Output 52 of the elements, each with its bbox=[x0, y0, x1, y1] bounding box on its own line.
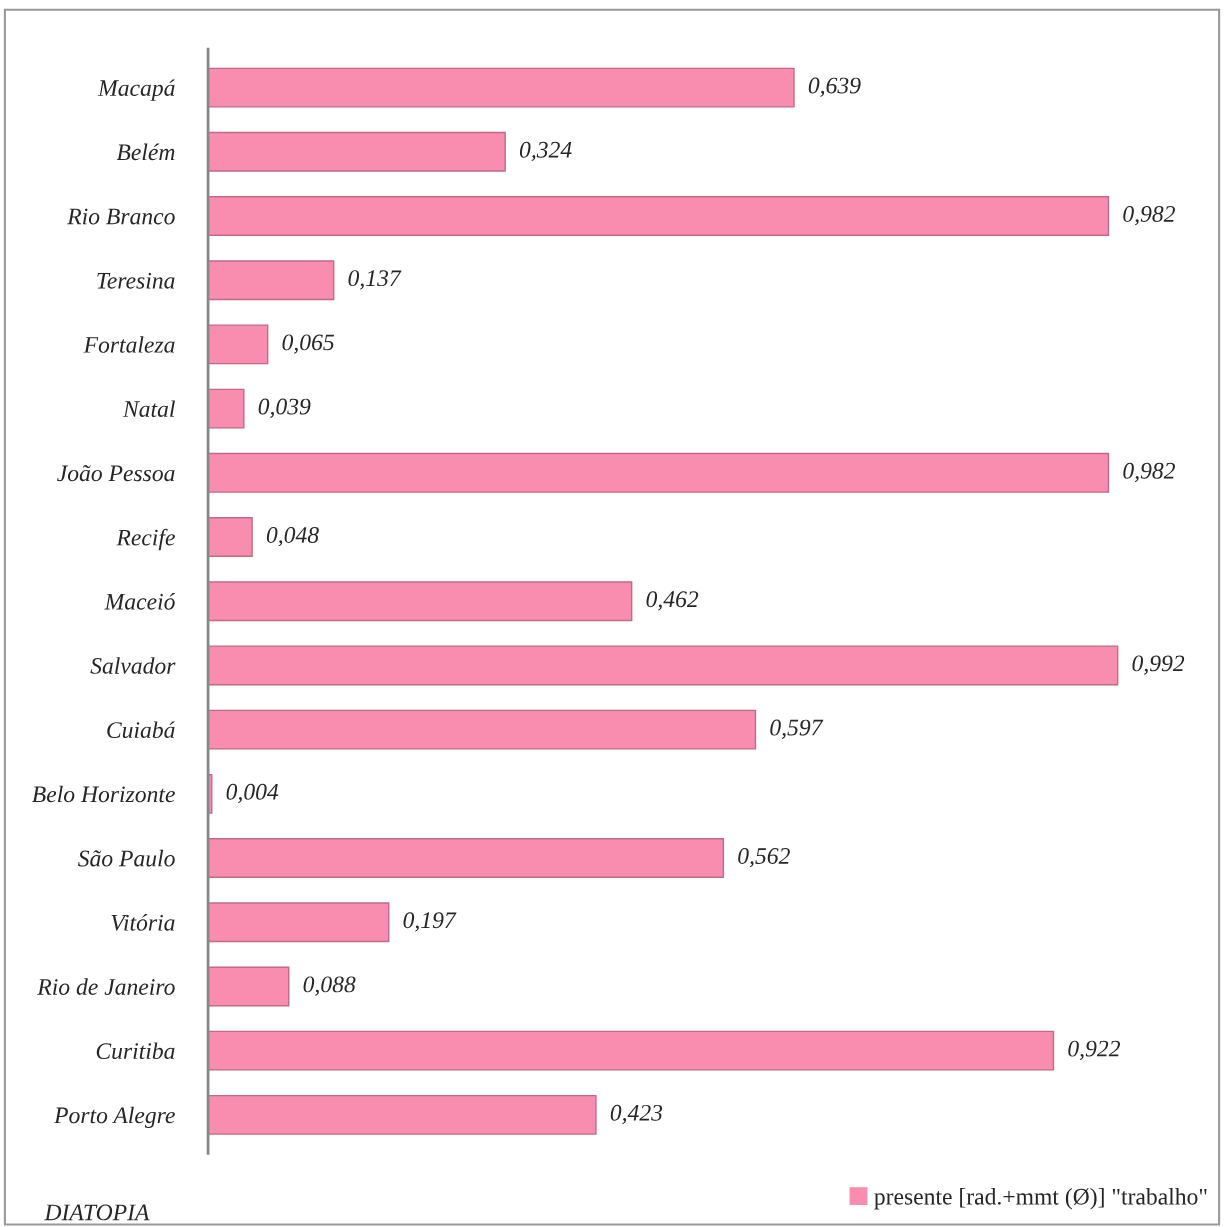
y-tick-label: Rio Branco bbox=[67, 208, 175, 225]
data-label: 0,048 bbox=[266, 527, 319, 547]
data-label: 0,137 bbox=[348, 270, 402, 290]
data-label: 0,088 bbox=[303, 976, 356, 996]
data-label: 0,423 bbox=[610, 1104, 663, 1125]
y-tick-label: Natal bbox=[122, 400, 175, 418]
y-tick-label: Vitória bbox=[111, 914, 175, 931]
bar bbox=[208, 452, 1110, 493]
bar bbox=[208, 517, 253, 557]
bar bbox=[208, 1030, 1055, 1071]
y-tick-label: Recife bbox=[116, 528, 175, 551]
data-label: 0,004 bbox=[226, 783, 279, 804]
data-label: 0,562 bbox=[738, 848, 790, 868]
y-tick-label: Cuiabá bbox=[107, 721, 175, 739]
data-label: 0,039 bbox=[258, 398, 311, 418]
data-label: 0,462 bbox=[646, 591, 699, 611]
bar bbox=[208, 581, 633, 622]
y-tick-label: Belém bbox=[116, 143, 175, 161]
data-label: 0,982 bbox=[1123, 462, 1175, 483]
y-tick-label: Belo Horizonte bbox=[32, 785, 175, 803]
data-label: 0,597 bbox=[770, 719, 824, 739]
y-tick-label: Teresina bbox=[97, 272, 175, 289]
y-axis-title: DIATOPIA bbox=[44, 1204, 150, 1221]
bar bbox=[208, 260, 335, 301]
data-label: 0,992 bbox=[1132, 655, 1185, 675]
bar bbox=[208, 645, 1119, 686]
y-tick-label: Macapá bbox=[97, 79, 175, 101]
data-label: 0,639 bbox=[808, 77, 861, 97]
bar bbox=[208, 709, 757, 750]
bar bbox=[208, 388, 245, 429]
y-tick-label: Fortaleza bbox=[83, 336, 175, 353]
data-label: 0,065 bbox=[282, 334, 334, 354]
data-label: 0,922 bbox=[1068, 1040, 1120, 1060]
y-tick-label: São Paulo bbox=[78, 849, 175, 867]
y-tick-label: Curitiba bbox=[96, 1042, 175, 1060]
y-tick-label: João Pessoa bbox=[57, 465, 175, 482]
y-tick-label: Rio de Janeiro bbox=[37, 978, 175, 995]
legend-label: presente [rad.+mmt (Ø)] "trabalho" bbox=[874, 1188, 1207, 1210]
bar bbox=[208, 838, 725, 878]
data-label: 0,197 bbox=[403, 912, 457, 932]
y-tick-label: Porto Alegre bbox=[53, 1106, 175, 1129]
data-label: 0,982 bbox=[1123, 205, 1175, 226]
bar bbox=[208, 324, 269, 365]
bar bbox=[208, 196, 1110, 236]
bar bbox=[208, 131, 506, 172]
y-tick-label: Maceió bbox=[104, 593, 176, 610]
bar bbox=[208, 966, 290, 1007]
bar bbox=[208, 67, 795, 108]
data-label: 0,324 bbox=[519, 141, 572, 162]
y-tick-label: Salvador bbox=[90, 657, 176, 674]
bar bbox=[208, 1094, 597, 1135]
bar bbox=[208, 902, 390, 943]
